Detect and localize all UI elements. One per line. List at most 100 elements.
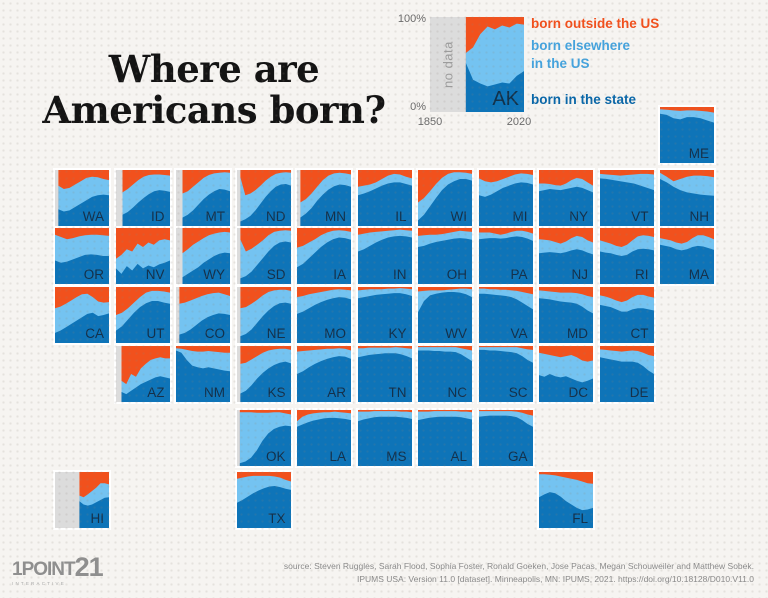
state-tile-MD: MD	[539, 287, 593, 343]
state-area-chart	[297, 228, 351, 284]
state-label: WV	[445, 326, 467, 341]
state-label: CO	[204, 326, 225, 341]
state-tile-CA: CA	[55, 287, 109, 343]
state-tile-MI: MI	[478, 170, 533, 226]
state-label: IN	[393, 267, 407, 282]
legend-y-min-label: 0%	[410, 101, 426, 113]
state-tile-OR: OR	[55, 228, 109, 284]
state-label: CT	[630, 326, 649, 341]
state-tile-FL: FL	[539, 472, 593, 528]
state-tile-IN: IN	[357, 228, 412, 284]
state-tile-NE: NE	[236, 287, 291, 343]
state-tile-OH: OH	[418, 228, 472, 284]
state-label: WI	[450, 209, 468, 224]
state-label: NH	[689, 209, 710, 224]
state-tile-CT: CT	[599, 287, 654, 343]
state-tile-WI: WI	[418, 170, 472, 226]
state-area-chart	[478, 346, 533, 402]
state-area-chart	[539, 228, 593, 284]
state-tile-RI: RI	[599, 228, 654, 284]
state-area-chart	[418, 228, 472, 284]
state-label: RI	[635, 267, 649, 282]
state-label: ND	[266, 209, 286, 224]
state-tile-IA: IA	[297, 228, 351, 284]
state-area-chart	[236, 410, 291, 466]
state-label: MA	[688, 267, 709, 282]
state-area-chart	[478, 170, 533, 226]
state-area-chart	[55, 472, 109, 528]
source-line-1: source: Steven Ruggles, Sarah Flood, Sop…	[283, 561, 754, 571]
state-label: NJ	[571, 267, 589, 282]
state-area-chart	[236, 346, 291, 402]
state-area-chart	[539, 170, 593, 226]
state-label: AR	[327, 385, 346, 400]
state-tile-TX: TX	[236, 472, 291, 528]
state-tile-LA: LA	[297, 410, 351, 466]
state-area-chart	[297, 346, 351, 402]
state-label: MN	[325, 209, 346, 224]
source-credit: source: Steven Ruggles, Sarah Flood, Sop…	[194, 560, 754, 586]
state-area-chart	[478, 228, 533, 284]
state-area-chart	[418, 410, 472, 466]
state-label: SC	[508, 385, 528, 400]
state-area-chart	[55, 170, 109, 226]
state-area-chart	[55, 287, 109, 343]
state-tile-PA: PA	[478, 228, 533, 284]
state-area-chart	[357, 228, 412, 284]
state-tile-VA: VA	[478, 287, 533, 343]
state-tile-KY: KY	[357, 287, 412, 343]
state-label: FL	[572, 511, 588, 526]
state-area-chart	[660, 228, 714, 284]
source-line-2: IPUMS USA: Version 11.0 [dataset]. Minne…	[356, 574, 754, 584]
state-tile-WY: WY	[176, 228, 230, 284]
state-tile-UT: UT	[115, 287, 170, 343]
state-tile-IL: IL	[357, 170, 412, 226]
state-label: SD	[266, 267, 286, 282]
state-tile-TN: TN	[357, 346, 412, 402]
state-area-chart	[236, 228, 291, 284]
legend-example-chart: no data AK	[430, 17, 524, 112]
state-tile-NY: NY	[539, 170, 593, 226]
state-label: KY	[388, 326, 407, 341]
state-area-chart	[176, 228, 230, 284]
state-tile-AR: AR	[297, 346, 351, 402]
legend-x-max-label: 2020	[506, 116, 532, 128]
state-tile-MT: MT	[176, 170, 230, 226]
state-area-chart	[418, 346, 472, 402]
logo-1point21: 1POINT 21 INTERACTIVE	[12, 554, 104, 586]
state-area-chart	[599, 346, 654, 402]
state-tile-ME: ME	[660, 107, 714, 163]
state-tile-WV: WV	[418, 287, 472, 343]
state-label: TX	[268, 511, 286, 526]
state-area-chart	[176, 346, 230, 402]
state-tile-AL: AL	[418, 410, 472, 466]
legend-item-born-elsewhere: born elsewhere in the US	[531, 37, 630, 73]
state-tile-DE: DE	[599, 346, 654, 402]
state-area-chart	[599, 228, 654, 284]
state-label: OH	[446, 267, 467, 282]
state-label: KS	[267, 385, 286, 400]
state-label: CA	[85, 326, 104, 341]
state-tile-SD: SD	[236, 228, 291, 284]
state-label: IA	[333, 267, 346, 282]
state-area-chart	[539, 287, 593, 343]
state-area-chart	[115, 346, 170, 402]
state-area-chart	[357, 170, 412, 226]
state-label: ID	[151, 209, 165, 224]
state-area-chart	[297, 287, 351, 343]
legend-x-min-label: 1850	[417, 116, 443, 128]
state-area-chart	[115, 170, 170, 226]
state-tile-KS: KS	[236, 346, 291, 402]
state-area-chart	[236, 170, 291, 226]
state-tile-DC: DC	[539, 346, 593, 402]
state-tile-NC: NC	[418, 346, 472, 402]
state-area-chart	[176, 170, 230, 226]
state-tile-MO: MO	[297, 287, 351, 343]
state-label: OR	[83, 267, 104, 282]
state-label: WY	[203, 267, 225, 282]
legend-item-born-in-state: born in the state	[531, 91, 636, 109]
state-area-chart	[660, 170, 714, 226]
state-label: OK	[265, 449, 286, 464]
state-area-chart	[115, 287, 170, 343]
